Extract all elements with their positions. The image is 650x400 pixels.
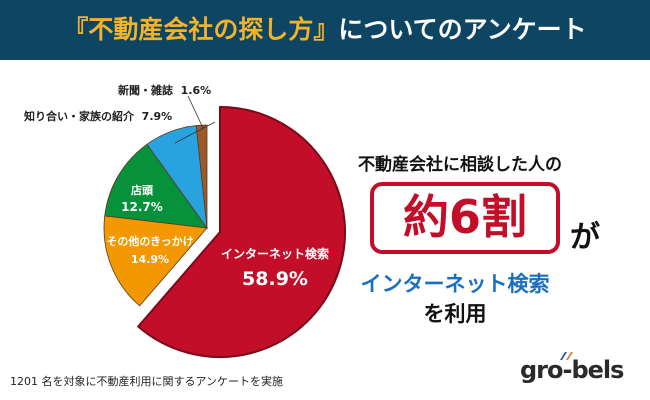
slice-label-referral: 知り合い・家族の紹介 7.9% xyxy=(24,108,172,124)
leader-line-newspaper xyxy=(187,95,204,129)
pie-slice xyxy=(104,143,208,229)
title-highlight: 『不動産会社の探し方』 xyxy=(63,15,339,44)
logo: gro-bels xyxy=(520,352,624,384)
label-text: その他のきっかけ xyxy=(106,235,194,248)
slice-label-internet: インターネット検索 58.9% xyxy=(205,245,345,290)
label-text: インターネット検索 xyxy=(220,247,329,261)
title-rest: についてのアンケート xyxy=(338,15,587,44)
value-text: 1.6% xyxy=(180,84,212,97)
pie-slice xyxy=(103,215,208,307)
title-banner: 『不動産会社の探し方』についてのアンケート xyxy=(0,0,650,60)
callout-line1: 不動産会社に相談した人の xyxy=(358,155,562,175)
label-text: 店頭 xyxy=(131,184,153,197)
value-text: 12.7% xyxy=(121,200,163,214)
callout-line4: を利用 xyxy=(423,302,487,326)
value-text: 58.9% xyxy=(242,268,308,290)
value-text: 7.9% xyxy=(141,110,173,123)
slice-label-other: その他のきっかけ 14.9% xyxy=(100,233,200,266)
leader-line-referral xyxy=(174,121,216,144)
slice-label-storefront: 店頭 12.7% xyxy=(112,182,172,214)
label-text: 新聞・雑誌 xyxy=(118,84,173,97)
callout-method: インターネット検索 xyxy=(360,272,550,296)
callout-particle: が xyxy=(570,220,600,255)
footnote: 1201 名を対象に不動産利用に関するアンケートを実施 xyxy=(10,375,284,388)
logo-mark-icon xyxy=(560,352,573,360)
pie-slice xyxy=(136,105,346,358)
callout-big-box: 約6割 xyxy=(370,182,560,254)
value-text: 14.9% xyxy=(130,253,170,266)
label-text: 知り合い・家族の紹介 xyxy=(24,110,134,123)
logo-text: gro-bels xyxy=(520,356,624,384)
slice-label-newspaper: 新聞・雑誌 1.6% xyxy=(118,82,211,98)
